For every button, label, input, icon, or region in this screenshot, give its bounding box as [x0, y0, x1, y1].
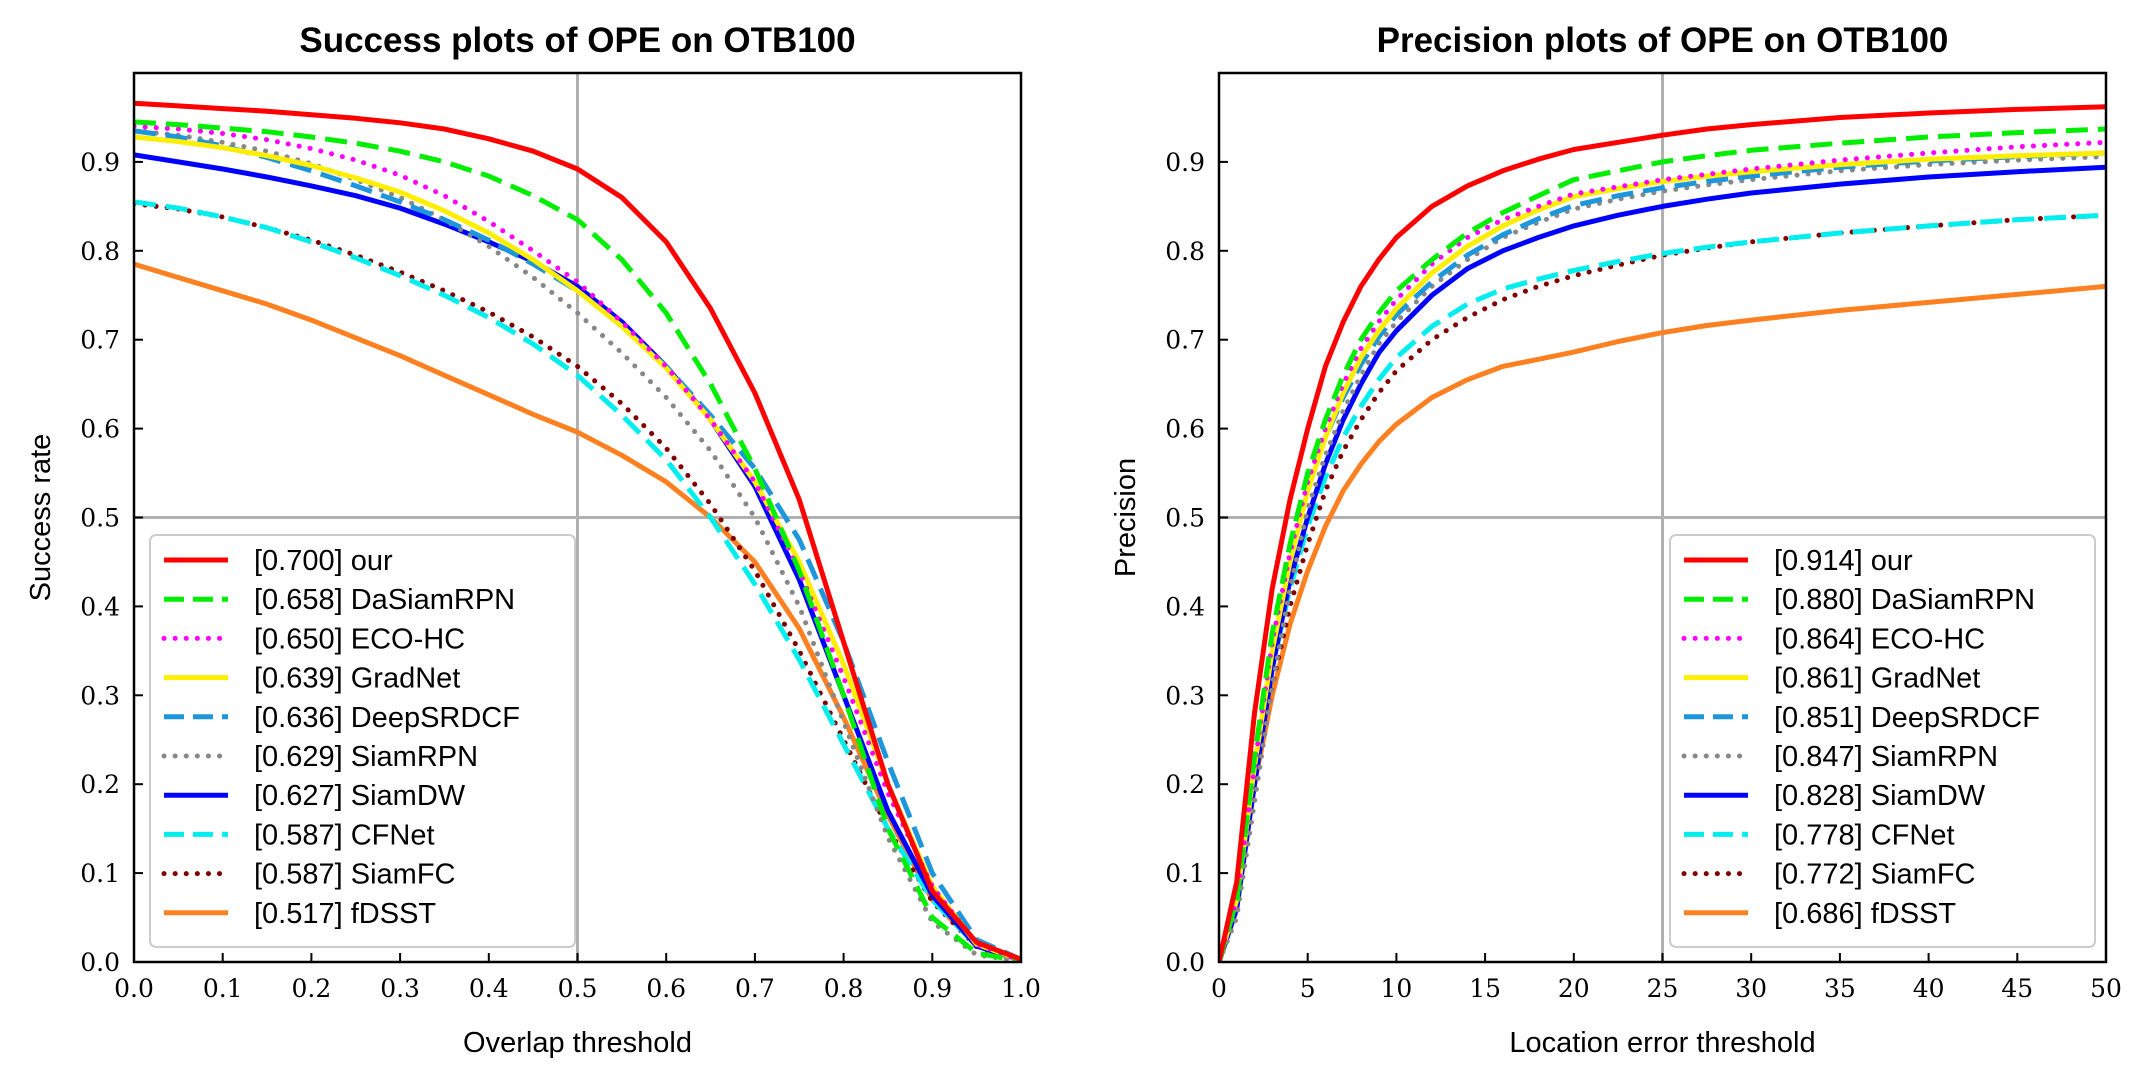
legend-box	[149, 534, 576, 948]
legend-label-3: [0.639] GradNet	[254, 663, 460, 695]
legend-label-6: [0.828] SiamDW	[1774, 780, 1986, 812]
y-tick-label: 0.8	[1165, 237, 1205, 266]
x-tick-label: 0.4	[469, 974, 509, 1003]
legend-label-5: [0.629] SiamRPN	[254, 741, 478, 773]
series-line-1	[134, 119, 1021, 962]
legend-label-7: [0.778] CFNet	[1774, 819, 1955, 851]
y-axis-label: Success rate	[25, 434, 57, 602]
y-tick-label: 0.6	[1165, 415, 1205, 444]
legend-label-1: [0.658] DaSiamRPN	[254, 584, 515, 616]
chart-title: Precision plots of OPE on OTB100	[1377, 21, 1949, 60]
series-line-9	[1219, 283, 2106, 962]
y-tick-label: 0.9	[1165, 148, 1205, 177]
x-tick-label: 35	[1824, 974, 1856, 1003]
x-tick-label: 25	[1647, 974, 1679, 1003]
y-tick-label: 0.7	[80, 326, 120, 355]
x-tick-label: 45	[2001, 974, 2033, 1003]
x-tick-label: 0.5	[558, 974, 598, 1003]
legend: [0.700] our [0.658] DaSiamRPN [0.650] ECO-…	[149, 534, 576, 948]
legend-label-0: [0.914] our	[1774, 545, 1913, 577]
legend-label-0: [0.700] our	[254, 545, 393, 577]
x-tick-label: 10	[1380, 974, 1412, 1003]
y-tick-label: 0.5	[80, 504, 120, 533]
series-line-3	[1219, 150, 2106, 962]
y-axis-label: Precision	[1110, 458, 1142, 577]
x-tick-label: 50	[2090, 974, 2122, 1003]
legend-label-4: [0.636] DeepSRDCF	[254, 702, 520, 734]
x-tick-label: 20	[1558, 974, 1590, 1003]
x-tick-label: 0.6	[646, 974, 686, 1003]
y-tick-label: 0.1	[1165, 859, 1205, 888]
y-tick-label: 0.2	[80, 770, 120, 799]
legend-label-9: [0.686] fDSST	[1774, 898, 1956, 930]
series-line-6	[134, 152, 1021, 962]
series-line-2	[134, 123, 1021, 962]
precision-plot-panel: Precision plots of OPE on OTB100 0 5 10 15 20…	[1110, 21, 2122, 1059]
legend: [0.914] our [0.880] DaSiamRPN [0.864] ECO-…	[1669, 534, 2096, 948]
legend-label-6: [0.627] SiamDW	[254, 780, 466, 812]
series-line-1	[1219, 126, 2106, 962]
series-line-4	[134, 128, 1021, 962]
y-tick-label: 0.0	[1165, 948, 1205, 977]
success-plot-panel: Success plots of OPE on OTB100 0.0 0.1 0.2 0…	[25, 21, 1041, 1059]
legend-label-1: [0.880] DaSiamRPN	[1774, 584, 2035, 616]
legend-label-9: [0.517] fDSST	[254, 898, 436, 930]
y-tick-label: 0.0	[80, 948, 120, 977]
legend-box	[1669, 534, 2096, 948]
x-tick-label: 5	[1300, 974, 1316, 1003]
legend-label-8: [0.587] SiamFC	[254, 859, 455, 891]
x-tick-label: 0.2	[292, 974, 332, 1003]
x-tick-label: 15	[1469, 974, 1501, 1003]
x-axis-label: Location error threshold	[1509, 1027, 1815, 1059]
y-tick-label: 0.4	[80, 592, 120, 621]
legend-label-5: [0.847] SiamRPN	[1774, 741, 1998, 773]
x-tick-label: 0.8	[824, 974, 864, 1003]
y-tick-label: 0.2	[1165, 770, 1205, 799]
series-line-5	[1219, 154, 2106, 962]
series-line-0	[134, 100, 1021, 962]
x-tick-label: 1.0	[1001, 974, 1041, 1003]
legend-label-3: [0.861] GradNet	[1774, 663, 1980, 695]
y-tick-label: 0.3	[80, 681, 120, 710]
series-line-0	[1219, 104, 2106, 962]
legend-label-2: [0.650] ECO-HC	[254, 623, 465, 655]
y-tick-label: 0.5	[1165, 504, 1205, 533]
y-tick-label: 0.1	[80, 859, 120, 888]
x-tick-label: 0.0	[114, 974, 154, 1003]
x-axis-label: Overlap threshold	[463, 1027, 692, 1059]
y-tick-label: 0.9	[80, 148, 120, 177]
x-tick-label: 30	[1735, 974, 1767, 1003]
x-tick-label: 40	[1913, 974, 1945, 1003]
x-tick-label: 0.7	[735, 974, 775, 1003]
series-group	[134, 100, 1021, 962]
series-line-8	[134, 201, 1021, 962]
series-line-5	[134, 128, 1021, 962]
y-tick-label: 0.3	[1165, 681, 1205, 710]
x-tick-label: 0.1	[203, 974, 243, 1003]
y-tick-label: 0.7	[1165, 326, 1205, 355]
legend-label-4: [0.851] DeepSRDCF	[1774, 702, 2040, 734]
y-tick-label: 0.6	[80, 415, 120, 444]
legend-label-7: [0.587] CFNet	[254, 819, 435, 851]
x-tick-label: 0.9	[912, 974, 952, 1003]
chart-title: Success plots of OPE on OTB100	[299, 21, 855, 60]
y-tick-label: 0.8	[80, 237, 120, 266]
y-tick-label: 0.4	[1165, 592, 1205, 621]
x-tick-label: 0	[1211, 974, 1227, 1003]
series-group	[1219, 104, 2106, 962]
series-line-6	[1219, 164, 2106, 962]
legend-label-8: [0.772] SiamFC	[1774, 859, 1975, 891]
x-tick-label: 0.3	[380, 974, 420, 1003]
legend-label-2: [0.864] ECO-HC	[1774, 623, 1985, 655]
